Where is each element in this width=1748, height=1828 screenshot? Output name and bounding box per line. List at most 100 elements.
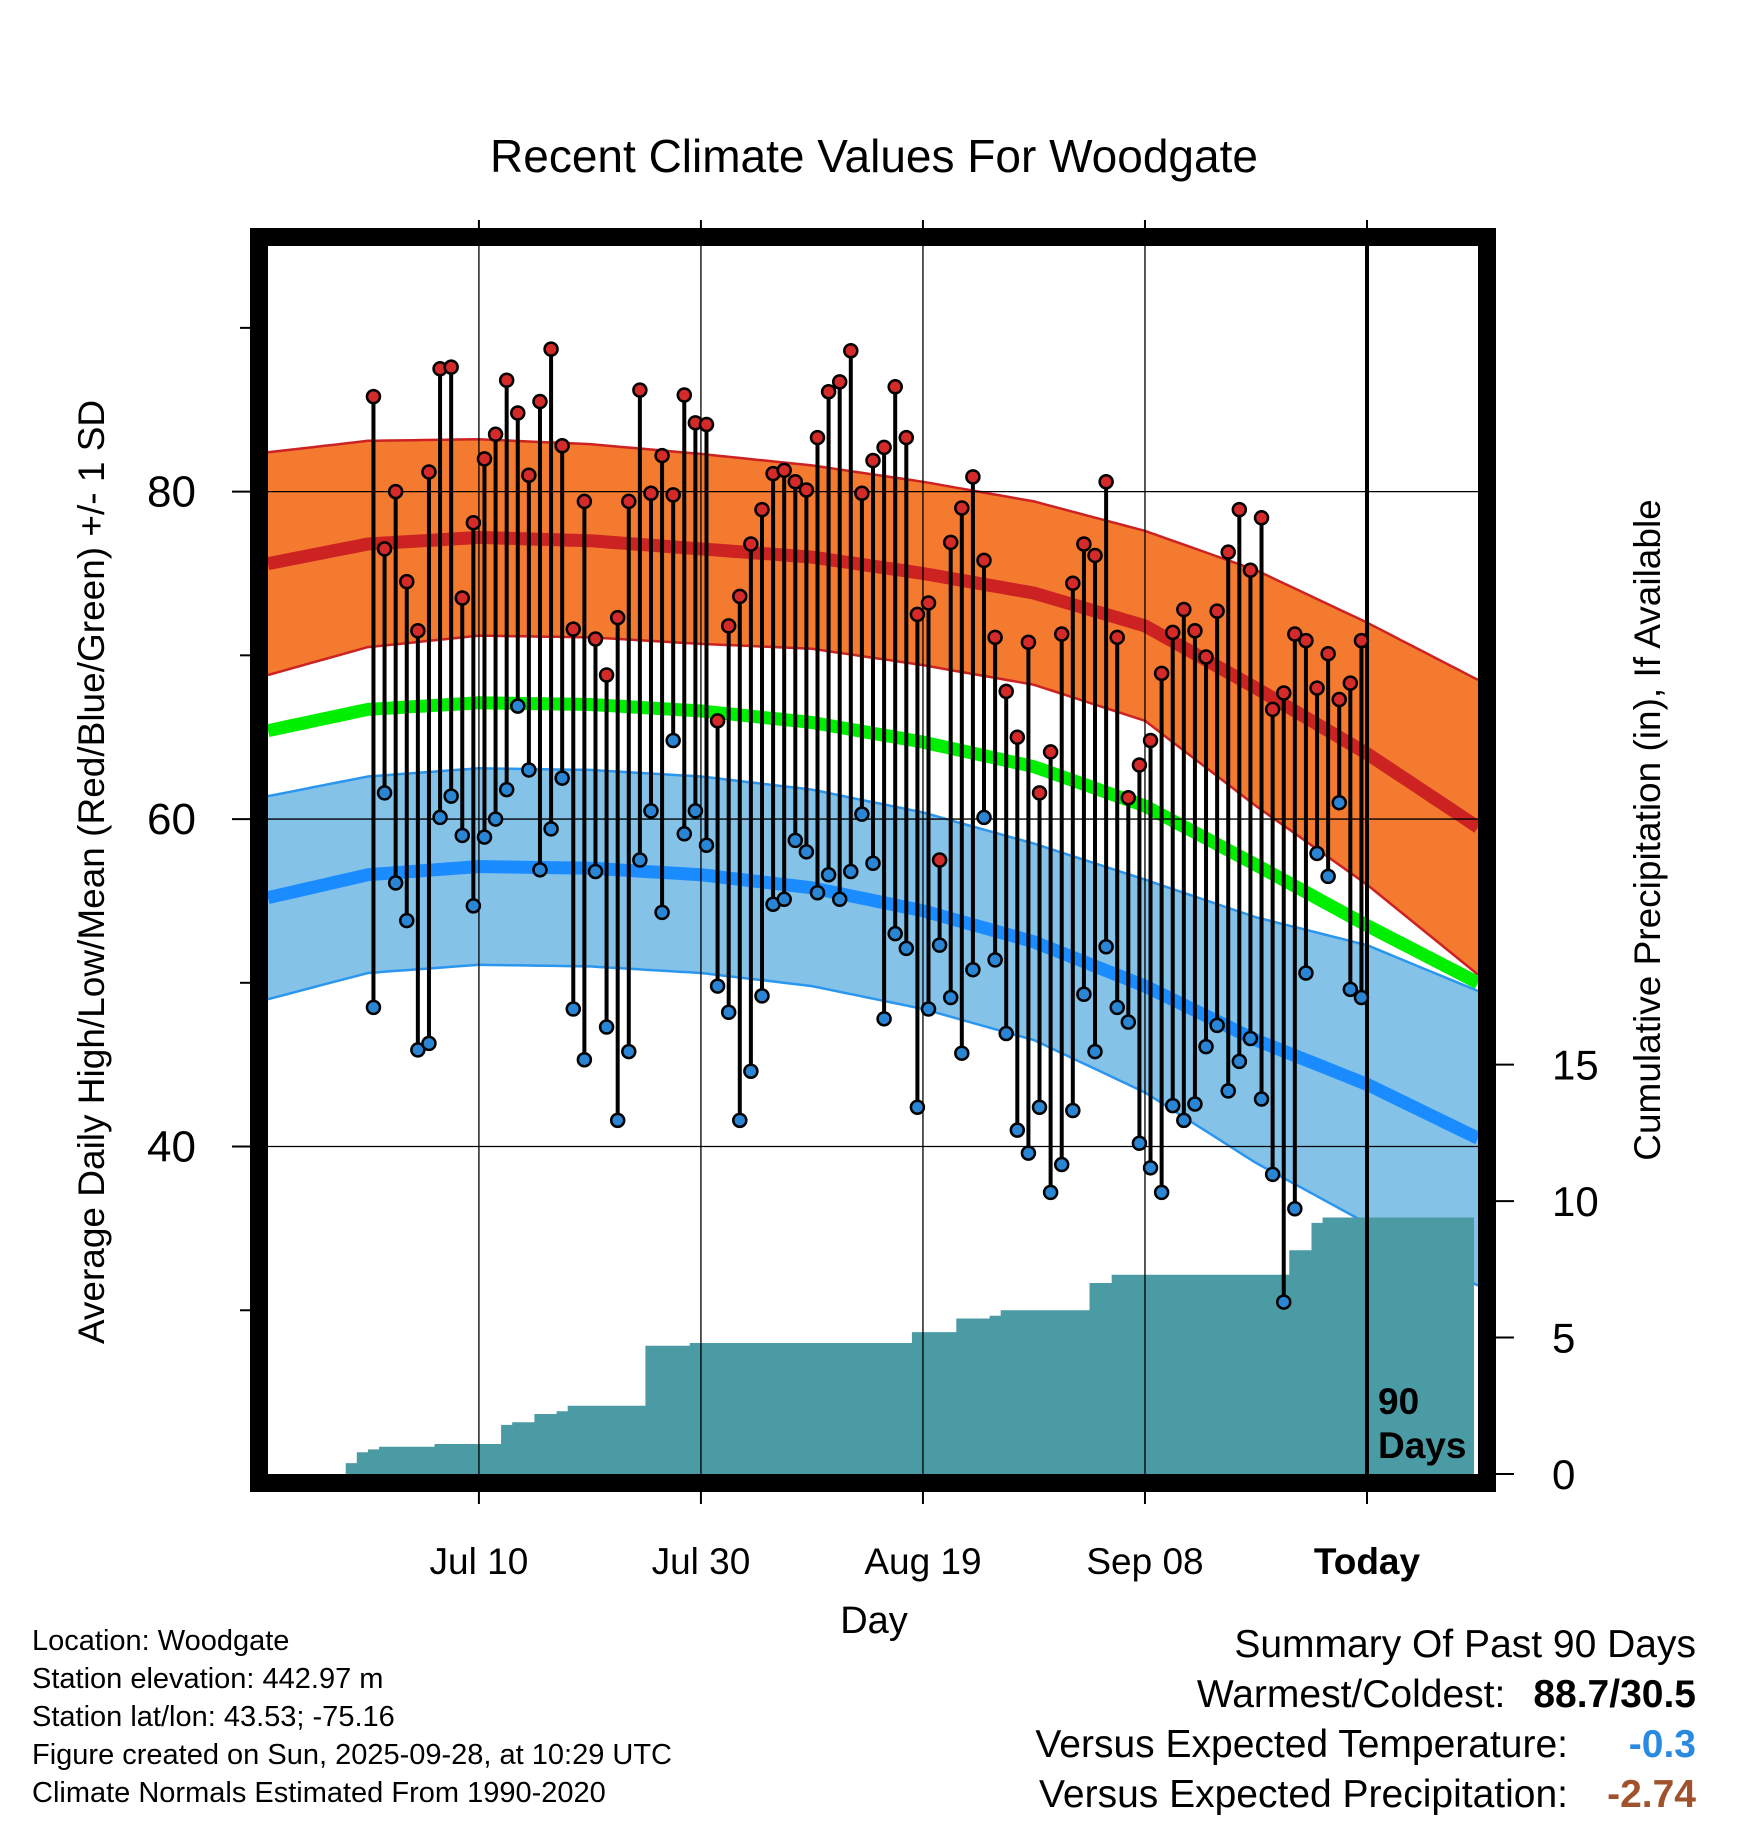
y2-tick-label-0: 0	[1552, 1451, 1575, 1498]
normals-source-text: Climate Normals Estimated From 1990-2020	[32, 1777, 606, 1809]
x-tick-label-2: Aug 19	[864, 1541, 981, 1582]
daily-high-point	[754, 501, 770, 518]
daily-high-point	[1231, 501, 1248, 518]
x-tick-label-0: Jul 10	[430, 1541, 529, 1582]
daily-low-point	[1042, 1184, 1059, 1201]
daily-high-point	[854, 485, 870, 501]
daily-low-point	[1065, 1102, 1081, 1119]
daily-low-point	[998, 1025, 1014, 1042]
y2-tick-label-1: 5	[1552, 1315, 1575, 1362]
daily-high-point	[1176, 601, 1192, 618]
daily-high-point	[598, 667, 615, 683]
daily-low-point	[1142, 1160, 1159, 1176]
daily-high-point	[521, 467, 537, 483]
daily-low-point	[1298, 965, 1314, 981]
daily-low-point	[1220, 1083, 1236, 1099]
daily-high-point	[931, 852, 948, 868]
daily-low-point	[1287, 1201, 1303, 1217]
daily-low-point	[543, 821, 559, 837]
daily-low-point	[1131, 1135, 1148, 1152]
daily-high-point	[1298, 632, 1314, 649]
warmest-value: 88.7/30.5	[1533, 1673, 1696, 1716]
daily-low-point	[609, 1112, 626, 1129]
daily-low-point	[476, 829, 493, 845]
daily-low-point	[465, 898, 482, 914]
daily-high-point	[787, 474, 804, 490]
daily-low-point	[920, 1001, 937, 1017]
daily-low-point	[1076, 986, 1092, 1003]
daily-high-point	[498, 372, 515, 389]
daily-low-point	[632, 852, 648, 868]
daily-low-point	[754, 988, 770, 1004]
daily-high-point	[543, 341, 559, 357]
daily-high-point	[1020, 634, 1037, 650]
daily-high-point	[576, 493, 593, 510]
x-tick-label-3: Sep 08	[1086, 1541, 1203, 1582]
daily-low-point	[510, 698, 526, 714]
daily-low-point	[432, 809, 448, 826]
cumulative-precip-area	[345, 1217, 1474, 1474]
daily-high-point	[1098, 474, 1114, 490]
daily-low-point	[587, 863, 604, 880]
daily-low-point	[399, 912, 415, 929]
daily-high-point	[565, 621, 582, 637]
y-tick-label-0: 40	[147, 1123, 196, 1172]
x-tick-label-1: Jul 30	[652, 1541, 751, 1582]
daily-high-point	[876, 439, 892, 456]
daily-high-point	[443, 359, 459, 375]
daily-low-point	[1253, 1091, 1270, 1107]
daily-high-point	[920, 595, 937, 611]
daily-high-point	[421, 464, 437, 480]
daily-high-point	[1053, 626, 1070, 642]
high-sd-band	[268, 439, 1478, 975]
daily-low-point	[1176, 1112, 1192, 1129]
daily-low-point	[1209, 1017, 1225, 1034]
daily-low-point	[1309, 845, 1325, 862]
daily-low-point	[565, 1001, 582, 1017]
daily-high-point	[898, 429, 915, 446]
daily-high-point	[831, 374, 848, 390]
daily-high-point	[643, 485, 659, 501]
elevation-text: Station elevation: 442.97 m	[32, 1663, 384, 1695]
daily-low-point	[898, 940, 915, 957]
daily-low-point	[598, 1019, 615, 1035]
daily-low-point	[1087, 1043, 1103, 1060]
daily-high-point	[387, 483, 404, 500]
daily-high-point	[465, 514, 482, 531]
daily-low-point	[454, 827, 471, 844]
daily-high-point	[843, 343, 859, 359]
daily-low-point	[1031, 1099, 1048, 1115]
daily-high-point	[1253, 510, 1270, 526]
daily-low-point	[487, 811, 504, 827]
daily-low-point	[665, 732, 681, 749]
daily-high-point	[632, 382, 648, 398]
today-annotation-line2: Days	[1378, 1425, 1466, 1466]
warmest-label: Warmest/Coldest:	[1196, 1673, 1506, 1716]
daily-low-point	[965, 961, 981, 978]
daily-low-point	[954, 1045, 970, 1061]
precip-row: Versus Expected Precipitation: -2.74	[1035, 1770, 1696, 1820]
daily-high-point	[1342, 675, 1359, 691]
daily-low-point	[554, 770, 570, 786]
daily-low-point	[909, 1099, 926, 1115]
daily-low-point	[931, 937, 948, 953]
daily-low-point	[498, 781, 515, 798]
daily-low-point	[521, 762, 537, 778]
y2-axis-label: Cumulative Precipitation (in), If Availa…	[1627, 499, 1668, 1161]
daily-high-point	[1076, 536, 1092, 552]
location-text: Location: Woodgate	[32, 1625, 290, 1657]
daily-low-point	[1187, 1096, 1203, 1112]
temp-row: Versus Expected Temperature: -0.3	[1035, 1720, 1696, 1770]
daily-high-point	[965, 469, 981, 485]
daily-low-point	[532, 862, 548, 878]
daily-high-point	[1275, 685, 1292, 701]
daily-high-point	[1009, 729, 1026, 745]
daily-high-point	[998, 683, 1014, 700]
daily-high-point	[1264, 701, 1281, 718]
daily-high-point	[654, 447, 670, 464]
daily-low-point	[732, 1112, 748, 1129]
daily-high-point	[1331, 691, 1347, 708]
daily-high-point	[1042, 744, 1059, 760]
daily-high-point	[476, 451, 493, 467]
daily-low-point	[843, 863, 859, 880]
